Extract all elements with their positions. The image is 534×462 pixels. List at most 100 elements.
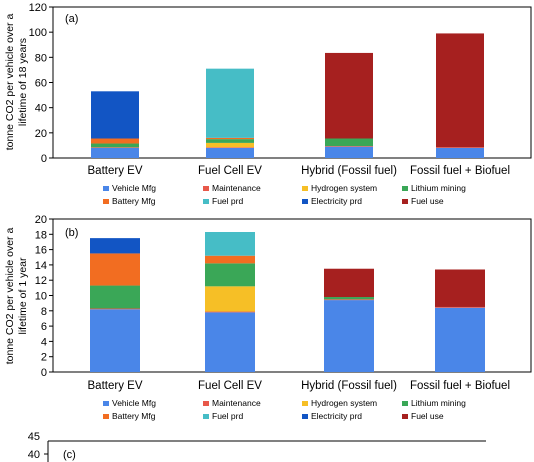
a-bar-segment [436,147,484,158]
b-legend-label: Maintenance [212,398,261,408]
b-bar-segment [90,309,140,372]
b-bar-segment [205,255,255,264]
b-category-label: Hybrid (Fossil fuel) [301,380,397,392]
b-ytick-label: 18 [35,229,47,241]
a-ytick-label: 80 [35,52,47,64]
b-bar-segment [90,253,140,286]
b-legend-swatch [103,414,109,419]
b-legend-label: Lithium mining [411,398,466,408]
a-legend-label: Hydrogen system [311,183,377,193]
a-bar-segment [91,147,139,158]
panel-b-ylabel-line2: lifetime of 1 year [17,257,29,335]
a-legend-label: Battery Mfg [112,196,156,206]
a-ytick-label: 120 [29,2,47,14]
b-category-label: Battery EV [88,380,143,392]
b-legend-label: Fuel use [411,411,444,421]
a-bar-segment [325,146,373,158]
b-bar-segment [435,307,485,372]
b-bar-segment [205,286,255,312]
panel-b-ylabel-line1: tonne CO2 per vehicle over a [4,228,16,365]
c-ytick-label: 40 [28,449,40,461]
a-category-label: Hybrid (Fossil fuel) [301,165,397,177]
a-category-label: Fuel Cell EV [198,165,262,177]
b-category-label: Fossil fuel + Biofuel [410,380,510,392]
b-legend-swatch [402,401,408,406]
b-ytick-label: 12 [35,275,47,287]
b-legend-swatch [302,401,308,406]
b-category-label: Fuel Cell EV [198,380,262,392]
b-legend-swatch [203,414,209,419]
panel-a-ylabel-line1: tonne CO2 per vehicle over a [4,14,16,151]
c-ytick-label: 45 [28,431,40,443]
a-legend-swatch [302,186,308,191]
b-ytick-label: 2 [41,352,47,364]
a-bar-segment [206,147,254,148]
b-bar-segment [435,306,485,308]
b-ytick-label: 0 [41,367,47,379]
b-bar-segment [90,238,140,254]
a-ytick-label: 0 [41,153,47,165]
a-legend-swatch [402,199,408,204]
a-category-label: Battery EV [88,165,143,177]
a-legend-swatch [203,199,209,204]
a-legend-swatch [103,186,109,191]
a-legend-label: Maintenance [212,183,261,193]
a-bar-segment [325,52,373,139]
panel-a-ylabel-line2: lifetime of 18 years [17,38,29,126]
a-legend-swatch [402,186,408,191]
a-bar-segment [206,147,254,158]
b-legend-label: Hydrogen system [311,398,377,408]
a-legend-swatch [103,199,109,204]
a-ytick-label: 60 [35,78,47,90]
b-ytick-label: 8 [41,306,47,318]
a-legend-swatch [302,199,308,204]
b-ytick-label: 6 [41,321,47,333]
b-ytick-label: 4 [41,336,47,348]
panel-a-chart: (a) tonne CO2 per vehicle over a lifetim… [4,2,532,206]
a-bar-segment [325,138,373,147]
b-bar-segment [324,297,374,300]
b-bar-segment [435,269,485,307]
b-legend-swatch [203,401,209,406]
a-ytick-label: 40 [35,103,47,115]
a-legend-label: Fuel use [411,196,444,206]
panel-b-chart: (b) tonne CO2 per vehicle over a lifetim… [4,214,532,421]
b-ytick-label: 14 [35,260,47,272]
b-ytick-label: 20 [35,214,47,226]
b-legend-label: Electricity prd [311,411,362,421]
b-bar-segment [324,300,374,372]
a-legend-label: Electricity prd [311,196,362,206]
b-bar-segment [205,312,255,372]
panel-a-label: (a) [65,13,78,25]
b-ytick-label: 16 [35,245,47,257]
a-ytick-label: 20 [35,128,47,140]
b-bar-segment [90,308,140,310]
a-bar-segment [206,139,254,143]
b-bar-segment [205,311,255,313]
a-bar-segment [436,147,484,148]
a-category-label: Fossil fuel + Biofuel [410,165,510,177]
panel-c-label: (c) [63,449,76,461]
b-legend-swatch [302,414,308,419]
b-legend-swatch [103,401,109,406]
a-bar-segment [91,138,139,144]
a-legend-label: Lithium mining [411,183,466,193]
b-bar-segment [324,268,374,298]
b-legend-label: Vehicle Mfg [112,398,156,408]
a-bar-segment [206,68,254,138]
a-bar-segment [91,91,139,139]
a-bar-segment [206,142,254,148]
panel-c-chart: (c) 40 45 [28,431,486,462]
a-legend-label: Fuel prd [212,196,243,206]
a-bar-segment [91,147,139,148]
a-bar-segment [91,143,139,148]
a-bar-segment [325,146,373,147]
b-legend-label: Fuel prd [212,411,243,421]
b-legend-swatch [402,414,408,419]
b-legend-label: Battery Mfg [112,411,156,421]
b-bar-segment [90,285,140,309]
b-bar-segment [324,299,374,301]
a-bar-segment [436,33,484,148]
b-bar-segment [205,232,255,256]
